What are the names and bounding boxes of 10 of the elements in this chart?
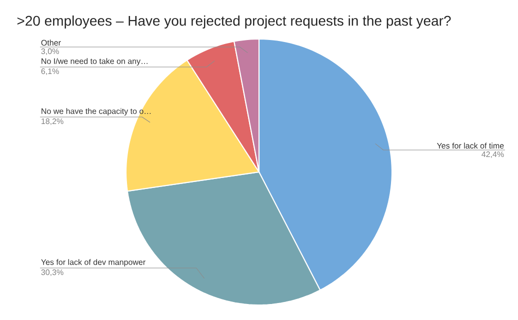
slice-label: Other (41, 40, 61, 46)
data-label: 42,4% (482, 151, 504, 158)
slice-label: No I/we need to take on any… (42, 58, 148, 66)
chart-title: >20 employees – Have you rejected project requests in the past year? (17, 15, 451, 29)
data-label: 30,3% (41, 269, 64, 276)
data-label: 6,1% (41, 68, 59, 76)
data-label: 3,0% (41, 48, 59, 56)
slice-label: Yes for lack of dev manpower (41, 259, 146, 267)
data-label: 18,2% (42, 118, 64, 126)
slice-label: Yes for lack of time (436, 142, 504, 149)
